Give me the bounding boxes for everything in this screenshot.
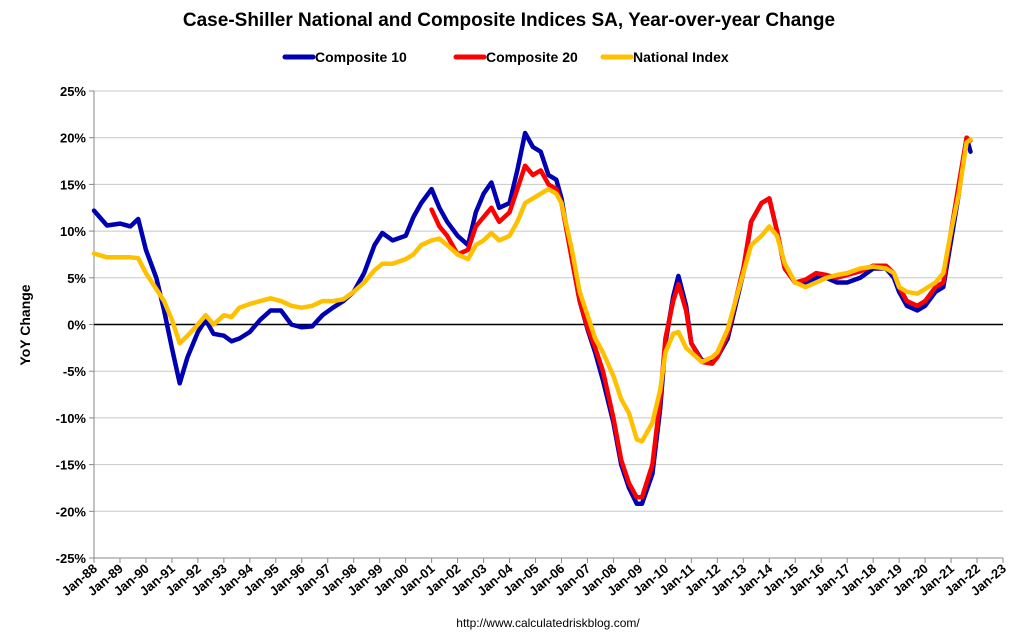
legend-label-composite-20: Composite 20	[486, 49, 578, 65]
y-tick-label: -25%	[56, 551, 87, 566]
chart-title: Case-Shiller National and Composite Indi…	[183, 10, 835, 31]
y-tick-label: 10%	[60, 224, 86, 239]
y-tick-label: -10%	[56, 411, 87, 426]
y-tick-label: -5%	[63, 364, 87, 379]
y-tick-label: 5%	[67, 271, 86, 286]
legend: Composite 10 Composite 20 National Index	[282, 49, 729, 65]
series-lines	[91, 130, 973, 507]
y-tick-label: 0%	[67, 318, 86, 333]
y-axis-label: YoY Change	[17, 284, 33, 365]
y-tick-label: -15%	[56, 458, 87, 473]
y-tick-label: 15%	[60, 177, 86, 192]
y-tick-label: 25%	[60, 84, 86, 99]
y-tick-label: -20%	[56, 504, 87, 519]
series-line-national-index	[91, 137, 973, 444]
legend-label-national-index: National Index	[633, 49, 729, 65]
y-tick-label: 20%	[60, 131, 86, 146]
y-axis-ticks: 25% 20% 15% 10% 5% 0% -5% -10% -15% -20% -25%	[56, 84, 94, 566]
legend-label-composite-10: Composite 10	[315, 49, 407, 65]
source-url: http://www.calculatedriskblog.com/	[456, 616, 640, 630]
